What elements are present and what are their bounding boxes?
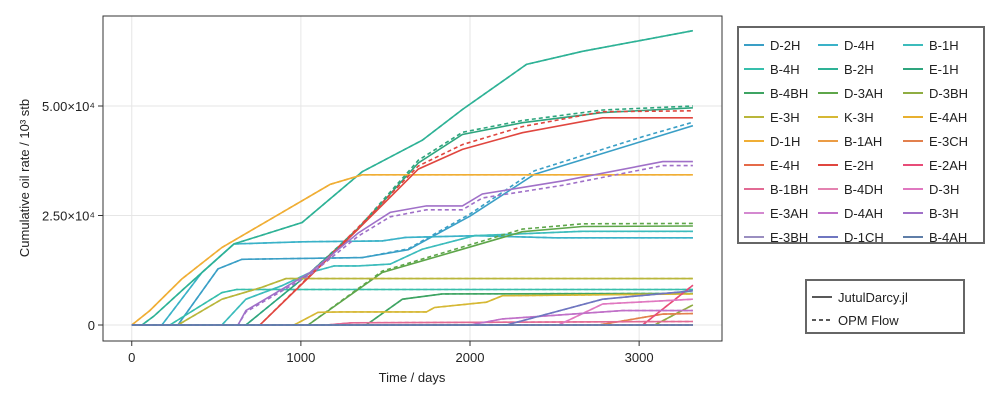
legend-label: B-1H bbox=[929, 38, 959, 53]
legend-label: D-2H bbox=[770, 38, 800, 53]
legend-label: D-3AH bbox=[844, 86, 883, 101]
series-line-opm-B-4H bbox=[131, 288, 693, 326]
legend-label: D-1H bbox=[770, 134, 800, 149]
legend-label: E-2AH bbox=[929, 158, 967, 173]
axes: 0 1000 2000 3000 0 2.50×10⁴ 5.00×10⁴ bbox=[42, 99, 654, 365]
series-legend: D-2H D-4H B-1H B-4H B-2H E-1H B-4BH D-3AH D-3BH E… bbox=[737, 26, 985, 245]
legend-label: D-3H bbox=[929, 182, 959, 197]
legend-label: D-3BH bbox=[929, 86, 968, 101]
legend-label: E-2H bbox=[844, 158, 874, 173]
series-line-jutul-B-3H bbox=[131, 160, 693, 326]
legend-label: B-1AH bbox=[844, 134, 882, 149]
series-line-opm-E-2AH bbox=[131, 284, 694, 326]
grid bbox=[103, 16, 722, 341]
series-line-opm-B-2H bbox=[131, 29, 694, 326]
y-tick-label: 5.00×10⁴ bbox=[42, 99, 95, 114]
x-tick-label: 2000 bbox=[456, 350, 485, 365]
plot-frame bbox=[102, 15, 723, 342]
style-legend-label: OPM Flow bbox=[838, 313, 899, 328]
legend-label: D-4AH bbox=[844, 206, 883, 221]
series-line-jutul-E-2AH bbox=[131, 284, 694, 326]
legend-label: B-2H bbox=[844, 62, 874, 77]
y-tick-label: 0 bbox=[88, 318, 95, 333]
legend-label: B-4H bbox=[770, 62, 800, 77]
series-line-opm-D-4H bbox=[131, 234, 693, 326]
legend-label: D-4H bbox=[844, 38, 874, 53]
legend-label: K-3H bbox=[844, 110, 874, 125]
series-line-opm-K-3H bbox=[131, 293, 693, 326]
x-tick-label: 1000 bbox=[286, 350, 315, 365]
series-line-jutul-B-2H bbox=[131, 29, 694, 326]
series-line-opm-D-1H bbox=[131, 174, 693, 326]
series-line-opm-D-2H bbox=[131, 121, 694, 326]
series-line-jutul-E-2H bbox=[131, 117, 693, 326]
legend-label: E-3BH bbox=[770, 230, 808, 245]
series-line-opm-E-2H bbox=[131, 110, 693, 326]
legend-label: B-4AH bbox=[929, 230, 967, 245]
series-line-opm-B-3H bbox=[131, 164, 693, 326]
series-legend-frame bbox=[737, 26, 985, 244]
x-axis-label: Time / days bbox=[379, 370, 446, 385]
series-line-jutul-E-1H bbox=[131, 107, 693, 326]
legend-label: E-4H bbox=[770, 158, 800, 173]
style-legend: JutulDarcy.jl OPM Flow bbox=[805, 279, 965, 334]
legend-label: B-4BH bbox=[770, 86, 808, 101]
style-legend-label: JutulDarcy.jl bbox=[838, 290, 908, 305]
legend-label: D-1CH bbox=[844, 230, 884, 245]
series-line-opm-D-1CH bbox=[131, 290, 693, 326]
x-tick-label: 3000 bbox=[625, 350, 654, 365]
legend-label: E-3AH bbox=[770, 206, 808, 221]
style-legend-frame bbox=[805, 279, 965, 334]
legend-label: B-4DH bbox=[844, 182, 883, 197]
legend-label: B-1BH bbox=[770, 182, 808, 197]
legend-label: B-3H bbox=[929, 206, 959, 221]
legend-label: E-3H bbox=[770, 110, 800, 125]
series-lines bbox=[131, 29, 694, 326]
series-line-jutul-E-3H bbox=[131, 277, 693, 326]
legend-label: E-1H bbox=[929, 62, 959, 77]
y-axis-label: Cumulative oil rate / 10³ stb bbox=[17, 99, 32, 257]
series-line-jutul-D-3AH bbox=[131, 225, 693, 326]
legend-label: E-3CH bbox=[929, 134, 968, 149]
x-tick-label: 0 bbox=[128, 350, 135, 365]
y-tick-label: 2.50×10⁴ bbox=[42, 209, 95, 224]
legend-label: E-4AH bbox=[929, 110, 967, 125]
series-line-opm-B-1H bbox=[131, 230, 693, 326]
series-line-opm-D-3AH bbox=[131, 222, 693, 326]
series-line-opm-E-1H bbox=[131, 105, 693, 326]
